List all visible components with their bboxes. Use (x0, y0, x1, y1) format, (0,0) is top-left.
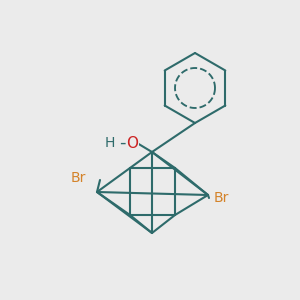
Text: -: - (119, 134, 125, 152)
Text: O: O (126, 136, 138, 151)
Text: Br: Br (70, 171, 86, 185)
Text: Br: Br (214, 191, 230, 205)
Text: H: H (105, 136, 115, 150)
